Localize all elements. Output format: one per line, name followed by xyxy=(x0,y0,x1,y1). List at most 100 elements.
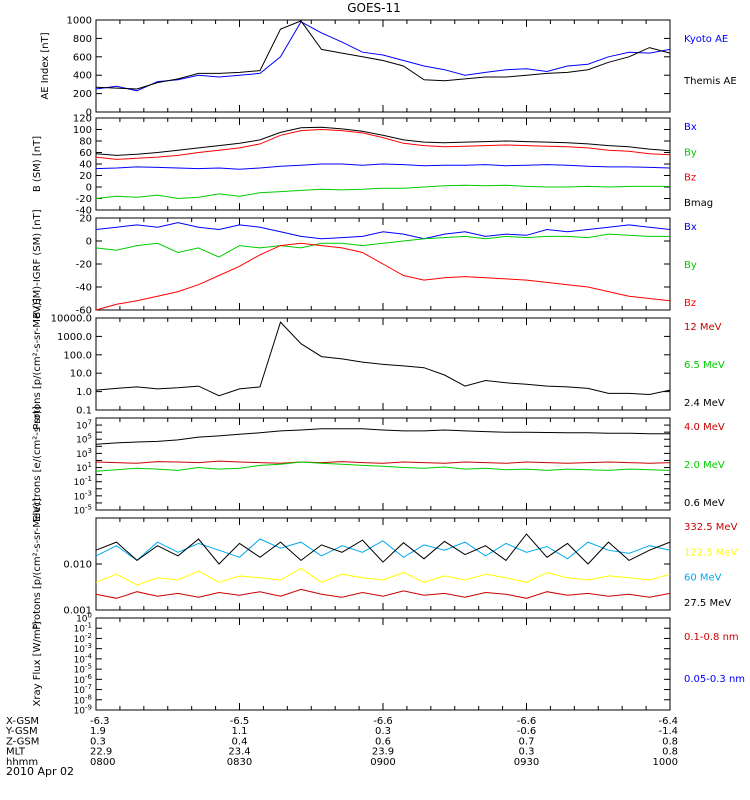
legend-label: Themis AE xyxy=(683,76,737,87)
y-tick-label: 0.001 xyxy=(63,606,92,617)
axis-row-label: X-GSM xyxy=(6,716,39,727)
date-label: 2010 Apr 02 xyxy=(6,765,74,778)
panel-1: 0 200 400 600 800 1000 AE Index [nT] Kyoto AE Th… xyxy=(40,16,737,119)
series-line-4-0-mev xyxy=(95,460,671,464)
y-tick-label: 103 xyxy=(76,447,92,460)
y-tick-label: 100.0 xyxy=(63,350,92,361)
axis-row-value: -6.4 xyxy=(658,716,678,727)
axis-row-value: 22.9 xyxy=(90,747,112,758)
y-tick-label: 10-1 xyxy=(74,475,92,488)
y-tick-label: 80 xyxy=(79,137,92,148)
y-axis-label: Xray Flux [W/m²] xyxy=(32,621,43,706)
axis-row-value: -6.6 xyxy=(373,716,393,727)
axis-row-value: 0.8 xyxy=(662,736,678,747)
y-tick-label: -40 xyxy=(76,206,92,217)
y-tick-label: 0 xyxy=(86,237,92,248)
panel-7: 10-910-810-710-610-510-410-310-210-1100X… xyxy=(32,612,745,717)
y-tick-label: 0 xyxy=(86,108,92,119)
series-line-2-0-mev xyxy=(95,461,671,472)
y-tick-label: 400 xyxy=(73,71,92,82)
legend-label: Bmag xyxy=(684,198,713,209)
y-tick-label: -40 xyxy=(76,283,92,294)
legend-label: 122.5 MeV xyxy=(684,547,738,558)
y-axis-label: B (SM) [nT] xyxy=(32,136,43,192)
legend-label: By xyxy=(684,260,697,271)
y-tick-label: 105 xyxy=(76,433,92,446)
axis-row-value: 1.1 xyxy=(232,726,248,737)
legend-label: 0.6 MeV xyxy=(684,498,725,509)
y-axis-label: B (SM)-IGRF (SM) [nT] xyxy=(32,209,43,318)
y-tick-label: 107 xyxy=(76,419,92,432)
axis-row-value: 0930 xyxy=(514,757,539,768)
axis-row-value: 0830 xyxy=(227,757,252,768)
series-line-60-mev xyxy=(95,538,671,562)
y-tick-label: 1000 xyxy=(67,16,92,27)
axis-row-label: Z-GSM xyxy=(6,736,39,747)
axis-row-value: 0.3 xyxy=(375,726,391,737)
legend-label: 0.05-0.3 nm xyxy=(684,674,745,685)
axis-row-label: Y-GSM xyxy=(5,726,38,737)
y-tick-label: 0 xyxy=(86,183,92,194)
axis-row-value: 23.9 xyxy=(372,747,394,758)
panel-6: 0.001 0.010 Protons [p/(cm²-s-sr-MeV)] 332.… xyxy=(32,498,738,630)
y-axis-label: Protons [p/(cm²-s-sr-MeV)] xyxy=(32,498,43,630)
legend-label: 60 MeV xyxy=(684,573,722,584)
series-line-by xyxy=(95,184,670,200)
legend-label: 27.5 MeV xyxy=(684,598,731,609)
legend-label: 2.4 MeV xyxy=(684,398,725,409)
axis-row-value: 0.7 xyxy=(519,736,535,747)
legend-label: 6.5 MeV xyxy=(684,360,725,371)
panel-3: -60 -40 -20 0 20 B (SM)-IGRF (SM) [nT] Bx By Bz xyxy=(32,209,697,318)
legend-label: Bx xyxy=(684,222,697,233)
figure-title: GOES-11 xyxy=(347,1,401,15)
axis-row-value: 0.6 xyxy=(375,736,391,747)
panel-frame xyxy=(95,417,671,511)
y-tick-label: 101 xyxy=(76,461,92,474)
y-tick-label: 1.0 xyxy=(76,387,92,398)
series-line-27-5-mev xyxy=(95,533,671,565)
y-tick-label: 10-5 xyxy=(74,504,92,517)
y-tick-label: 10.0 xyxy=(70,369,92,380)
y-tick-label: 0.1 xyxy=(76,406,92,417)
time-axis-table: X-GSM -6.3 -6.5 -6.6 -6.6 -6.4 Y-GSM 1.9 1.1 0.3 -… xyxy=(5,716,678,768)
y-tick-label: 200 xyxy=(73,89,92,100)
y-tick-label: 20 xyxy=(79,171,92,182)
series-line-bx xyxy=(95,163,671,170)
series-line-kyoto-ae xyxy=(95,21,671,92)
axis-row-value: -0.6 xyxy=(517,726,537,737)
y-tick-label: 1000.0 xyxy=(57,332,92,343)
series-line-themis-ae xyxy=(95,20,671,90)
y-tick-label: 10-3 xyxy=(74,489,92,502)
series-line-bmag xyxy=(95,126,671,156)
axis-row-value: -1.4 xyxy=(658,726,678,737)
y-tick-label: 100 xyxy=(73,125,92,136)
legend-label: 332.5 MeV xyxy=(684,522,738,533)
legend-label: 4.0 MeV xyxy=(684,422,725,433)
y-tick-label: 0.010 xyxy=(63,560,92,571)
series-line-0-6-mev xyxy=(95,428,670,445)
y-axis-label: Electrons [e/(cm²-s-sr)] xyxy=(32,406,43,522)
y-tick-label: 60 xyxy=(79,148,92,159)
series-line-332-5-mev xyxy=(95,588,671,599)
y-tick-label: -60 xyxy=(76,306,92,317)
y-axis-label: AE Index [nT] xyxy=(40,32,51,99)
y-tick-label: 800 xyxy=(73,34,92,45)
legend-label: Bx xyxy=(684,122,697,133)
axis-row-value: 0800 xyxy=(90,757,115,768)
axis-row-value: 0.8 xyxy=(662,747,678,758)
axis-row-label: MLT xyxy=(6,747,26,758)
y-tick-label: -20 xyxy=(76,194,92,205)
y-tick-label: 600 xyxy=(73,52,92,63)
series-line-122-5-mev xyxy=(95,567,671,586)
y-tick-label: 20 xyxy=(79,214,92,225)
legend-label: Bz xyxy=(684,298,696,309)
y-tick-label: 10000.0 xyxy=(51,314,92,325)
axis-row-value: 1000 xyxy=(653,757,678,768)
series-line-bx xyxy=(95,222,671,240)
axis-row-value: 0.3 xyxy=(90,736,106,747)
axis-row-value: 0.4 xyxy=(232,736,248,747)
y-tick-label: 40 xyxy=(79,160,92,171)
